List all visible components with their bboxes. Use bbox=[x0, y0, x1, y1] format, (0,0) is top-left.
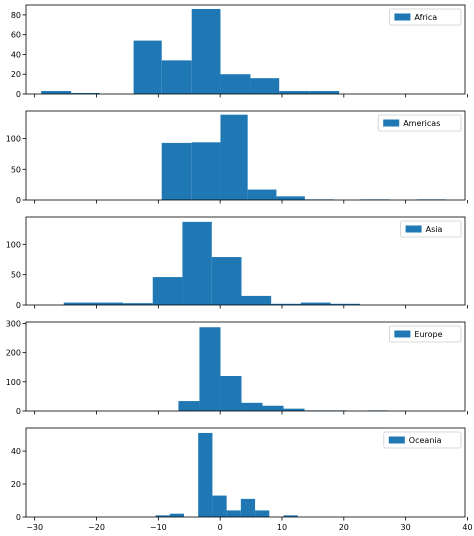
histogram-bar bbox=[63, 302, 94, 305]
histogram-bar bbox=[255, 510, 270, 517]
histogram-bar bbox=[279, 91, 310, 94]
histogram-bar bbox=[262, 405, 284, 411]
legend-label: Asia bbox=[426, 225, 443, 234]
histogram-bar bbox=[300, 302, 331, 305]
legend-label: Americas bbox=[403, 119, 440, 128]
histogram-bar bbox=[283, 515, 298, 517]
histogram-bar bbox=[198, 432, 213, 517]
y-tick-label: 300 bbox=[6, 319, 21, 328]
histogram-bar bbox=[123, 303, 153, 305]
panel-europe: 0 100 200 300 Europe bbox=[6, 319, 468, 416]
histogram-bar bbox=[330, 303, 360, 305]
histogram-bar bbox=[93, 302, 124, 305]
x-tick-label: −30 bbox=[26, 523, 43, 532]
panel-asia: 0 50 100 Asia bbox=[6, 216, 468, 310]
legend-swatch bbox=[388, 436, 405, 444]
legend-swatch bbox=[383, 119, 400, 127]
histogram-bar bbox=[161, 60, 192, 94]
y-tick-label: 50 bbox=[11, 271, 21, 280]
legend-box bbox=[400, 220, 462, 238]
legend-swatch bbox=[405, 225, 422, 233]
histogram-bar bbox=[41, 91, 72, 94]
panel-americas: 0 50 100 Americas bbox=[6, 110, 468, 205]
histogram-bar bbox=[220, 114, 248, 200]
x-tick-label: 30 bbox=[401, 523, 411, 532]
histogram-bar bbox=[169, 513, 184, 517]
legend-box bbox=[383, 431, 462, 449]
x-tick-label: −10 bbox=[150, 523, 167, 532]
histogram-bar bbox=[155, 515, 170, 517]
y-tick-label: 80 bbox=[11, 11, 21, 20]
legend: Asia bbox=[400, 220, 462, 238]
histogram-bar bbox=[71, 93, 100, 94]
histogram-bar bbox=[133, 40, 162, 94]
y-tick-label: 100 bbox=[6, 135, 21, 144]
histogram-bar bbox=[283, 408, 305, 411]
legend: Africa bbox=[388, 8, 462, 26]
histogram-bar bbox=[226, 510, 241, 517]
histogram-bar bbox=[191, 8, 221, 95]
y-tick-label: 200 bbox=[6, 349, 21, 358]
histogram-bar bbox=[240, 498, 256, 517]
legend-box bbox=[388, 325, 462, 343]
histogram-bar bbox=[212, 495, 227, 517]
histogram-bar bbox=[247, 189, 277, 200]
legend-label: Oceania bbox=[409, 436, 442, 445]
histogram-bar bbox=[178, 401, 200, 411]
axes-frame bbox=[25, 216, 466, 306]
panel-oceania: 0 20 40 −30 −20 −10 0 10 20 30 40 Oceania bbox=[11, 427, 473, 532]
histogram-bar bbox=[309, 91, 340, 94]
x-tick-label: 40 bbox=[462, 523, 472, 532]
histogram-bar bbox=[191, 142, 221, 200]
histogram-bar bbox=[241, 402, 263, 411]
x-tick-label: 10 bbox=[277, 523, 287, 532]
histogram-bar bbox=[220, 74, 251, 94]
x-tick-label: −20 bbox=[88, 523, 105, 532]
legend-box bbox=[377, 114, 462, 132]
y-tick-label: 0 bbox=[16, 301, 21, 310]
legend: Europe bbox=[388, 325, 462, 343]
x-tick-label: 0 bbox=[218, 523, 223, 532]
y-tick-label: 100 bbox=[6, 240, 21, 249]
y-tick-label: 20 bbox=[11, 70, 21, 79]
legend-box bbox=[388, 8, 462, 26]
y-tick-label: 0 bbox=[16, 196, 21, 205]
y-tick-label: 0 bbox=[16, 90, 21, 99]
legend-swatch bbox=[394, 330, 411, 338]
histogram-bar bbox=[276, 196, 305, 200]
x-tick-label: 20 bbox=[339, 523, 349, 532]
y-tick-label: 40 bbox=[11, 50, 21, 59]
y-tick-label: 0 bbox=[16, 513, 21, 522]
axes-frame bbox=[25, 427, 466, 518]
legend: Americas bbox=[377, 114, 462, 132]
y-tick-label: 20 bbox=[11, 480, 21, 489]
axes-frame bbox=[25, 4, 466, 95]
axes-frame bbox=[25, 321, 466, 412]
panel-africa: 0 20 40 60 80 Africa bbox=[11, 4, 468, 99]
legend-label: Europe bbox=[414, 330, 442, 339]
legend-swatch bbox=[394, 13, 411, 21]
histogram-bar bbox=[220, 375, 242, 411]
histogram-bar bbox=[199, 327, 221, 411]
legend-label: Africa bbox=[414, 13, 437, 22]
histogram-bar bbox=[182, 221, 212, 305]
histogram-bar bbox=[250, 78, 280, 94]
y-tick-label: 40 bbox=[11, 447, 21, 456]
y-tick-label: 0 bbox=[16, 407, 21, 416]
histogram-bar bbox=[211, 257, 242, 305]
y-tick-label: 100 bbox=[6, 378, 21, 387]
histogram-bar bbox=[161, 142, 192, 200]
y-tick-label: 60 bbox=[11, 31, 21, 40]
y-tick-label: 50 bbox=[11, 165, 21, 174]
histogram-bar bbox=[241, 295, 272, 305]
histogram-bar bbox=[271, 303, 301, 305]
legend: Oceania bbox=[383, 431, 462, 449]
axes-frame bbox=[25, 110, 466, 201]
histogram-bar bbox=[152, 277, 183, 305]
